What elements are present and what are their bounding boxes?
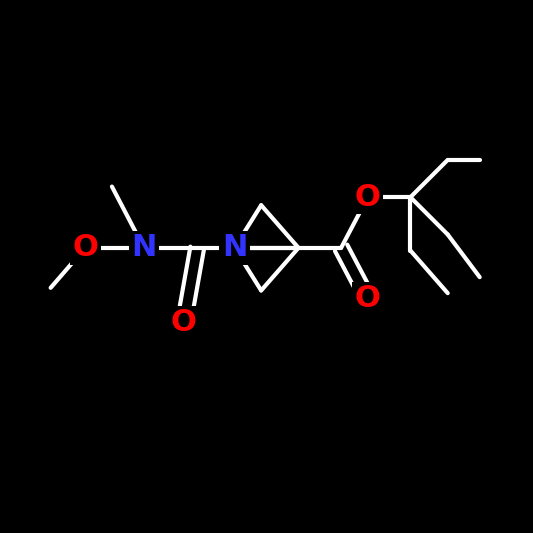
Text: N: N — [131, 233, 157, 262]
Text: O: O — [355, 284, 381, 313]
Text: O: O — [72, 233, 98, 262]
Text: N: N — [222, 233, 247, 262]
Text: O: O — [171, 308, 197, 337]
Text: O: O — [355, 183, 381, 212]
